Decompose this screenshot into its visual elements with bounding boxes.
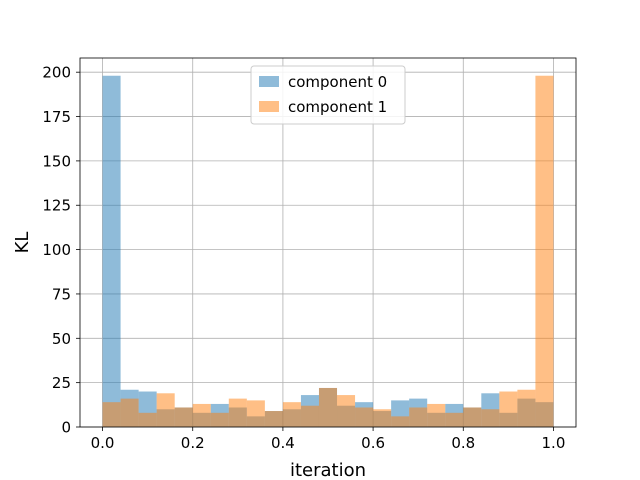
x-axis-label: iteration: [290, 460, 366, 480]
plot-frame: [79, 57, 577, 428]
bar-series-1-bin-10: [282, 402, 301, 427]
bar-series-1-bin-14: [355, 407, 374, 427]
legend: component 0 component 1: [250, 65, 406, 125]
bar-series-1-bin-2: [138, 412, 157, 427]
x-tick-label: 1.0: [542, 434, 566, 452]
x-tick-label: 0.4: [271, 434, 295, 452]
bar-series-1-bin-4: [174, 407, 193, 427]
bar-series-1-bin-6: [210, 412, 229, 427]
bar-series-1-bin-8: [246, 400, 265, 427]
y-tick-label: 50: [52, 330, 71, 348]
bar-series-1-bin-21: [481, 409, 500, 427]
bar-series-1-bin-22: [499, 391, 518, 427]
bar-series-1-bin-0: [102, 402, 121, 427]
y-tick-label: 125: [42, 197, 71, 215]
bar-series-1-bin-16: [391, 416, 410, 427]
bar-series-1-bin-13: [337, 395, 356, 427]
legend-box: [250, 65, 406, 125]
legend-swatch: [259, 76, 279, 87]
y-tick-label: 100: [42, 241, 71, 259]
x-tick-label: 0.6: [361, 434, 385, 452]
bar-series-1-bin-5: [192, 403, 211, 427]
y-axis-ticks: 0 25 50 75 100 125 150 175 200: [42, 64, 80, 437]
bar-series-1-bin-1: [120, 398, 139, 427]
y-tick-label: 0: [61, 419, 71, 437]
y-tick-label: 150: [42, 152, 71, 170]
bar-series-1-bin-11: [300, 405, 319, 427]
y-tick-label: 75: [52, 285, 71, 303]
bar-series-1-bin-15: [373, 409, 392, 427]
bar-series-1-bin-17: [409, 407, 428, 427]
y-axis-label: KL: [12, 232, 33, 254]
x-tick-label: 0.0: [91, 434, 115, 452]
legend-swatch: [259, 101, 279, 112]
y-tick-label: 200: [42, 64, 71, 82]
x-tick-label: 0.2: [181, 434, 205, 452]
legend-label: component 1: [288, 98, 387, 116]
bar-series-1-bin-12: [318, 387, 338, 427]
x-tick-label: 0.8: [451, 434, 475, 452]
bar-series-1-bin-24: [535, 75, 554, 427]
legend-label: component 0: [288, 73, 387, 91]
x-axis-ticks: 0.0 0.2 0.4 0.6 0.8 1.0: [91, 427, 566, 452]
bar-series-0-bin-0: [102, 75, 121, 427]
bar-series-1-bin-3: [156, 393, 175, 427]
bar-series-1-bin-20: [463, 407, 482, 427]
y-tick-label: 25: [52, 374, 71, 392]
y-tick-label: 175: [42, 108, 71, 126]
bar-series-1-bin-23: [517, 389, 536, 427]
bar-series-1-bin-19: [445, 412, 464, 427]
bars-group: [102, 75, 554, 427]
bar-series-1-bin-18: [427, 403, 446, 427]
bar-series-1-bin-7: [228, 398, 247, 427]
bar-series-1-bin-9: [264, 411, 283, 427]
